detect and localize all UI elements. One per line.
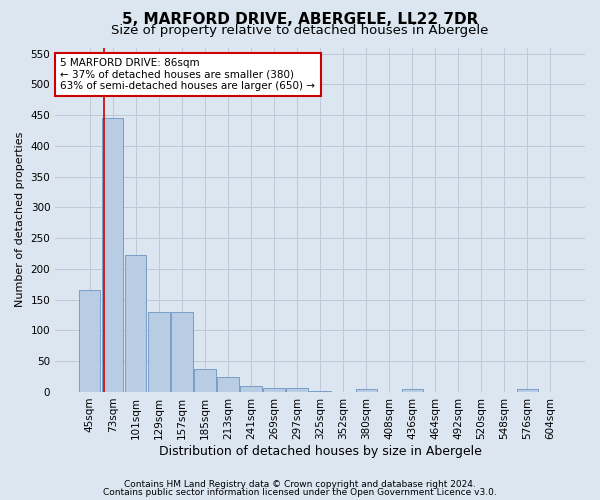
X-axis label: Distribution of detached houses by size in Abergele: Distribution of detached houses by size … bbox=[158, 444, 482, 458]
Text: 5 MARFORD DRIVE: 86sqm
← 37% of detached houses are smaller (380)
63% of semi-de: 5 MARFORD DRIVE: 86sqm ← 37% of detached… bbox=[61, 58, 316, 91]
Bar bbox=[286, 388, 308, 392]
Bar bbox=[102, 118, 124, 392]
Bar bbox=[217, 376, 239, 392]
Text: Contains public sector information licensed under the Open Government Licence v3: Contains public sector information licen… bbox=[103, 488, 497, 497]
Bar bbox=[241, 386, 262, 392]
Bar bbox=[194, 369, 215, 392]
Bar bbox=[148, 312, 170, 392]
Bar bbox=[517, 389, 538, 392]
Bar bbox=[79, 290, 100, 392]
Bar bbox=[263, 388, 284, 392]
Bar bbox=[172, 312, 193, 392]
Bar bbox=[125, 256, 146, 392]
Y-axis label: Number of detached properties: Number of detached properties bbox=[15, 132, 25, 308]
Bar bbox=[401, 389, 423, 392]
Text: Contains HM Land Registry data © Crown copyright and database right 2024.: Contains HM Land Registry data © Crown c… bbox=[124, 480, 476, 489]
Text: Size of property relative to detached houses in Abergele: Size of property relative to detached ho… bbox=[112, 24, 488, 37]
Bar bbox=[356, 389, 377, 392]
Text: 5, MARFORD DRIVE, ABERGELE, LL22 7DR: 5, MARFORD DRIVE, ABERGELE, LL22 7DR bbox=[122, 12, 478, 26]
